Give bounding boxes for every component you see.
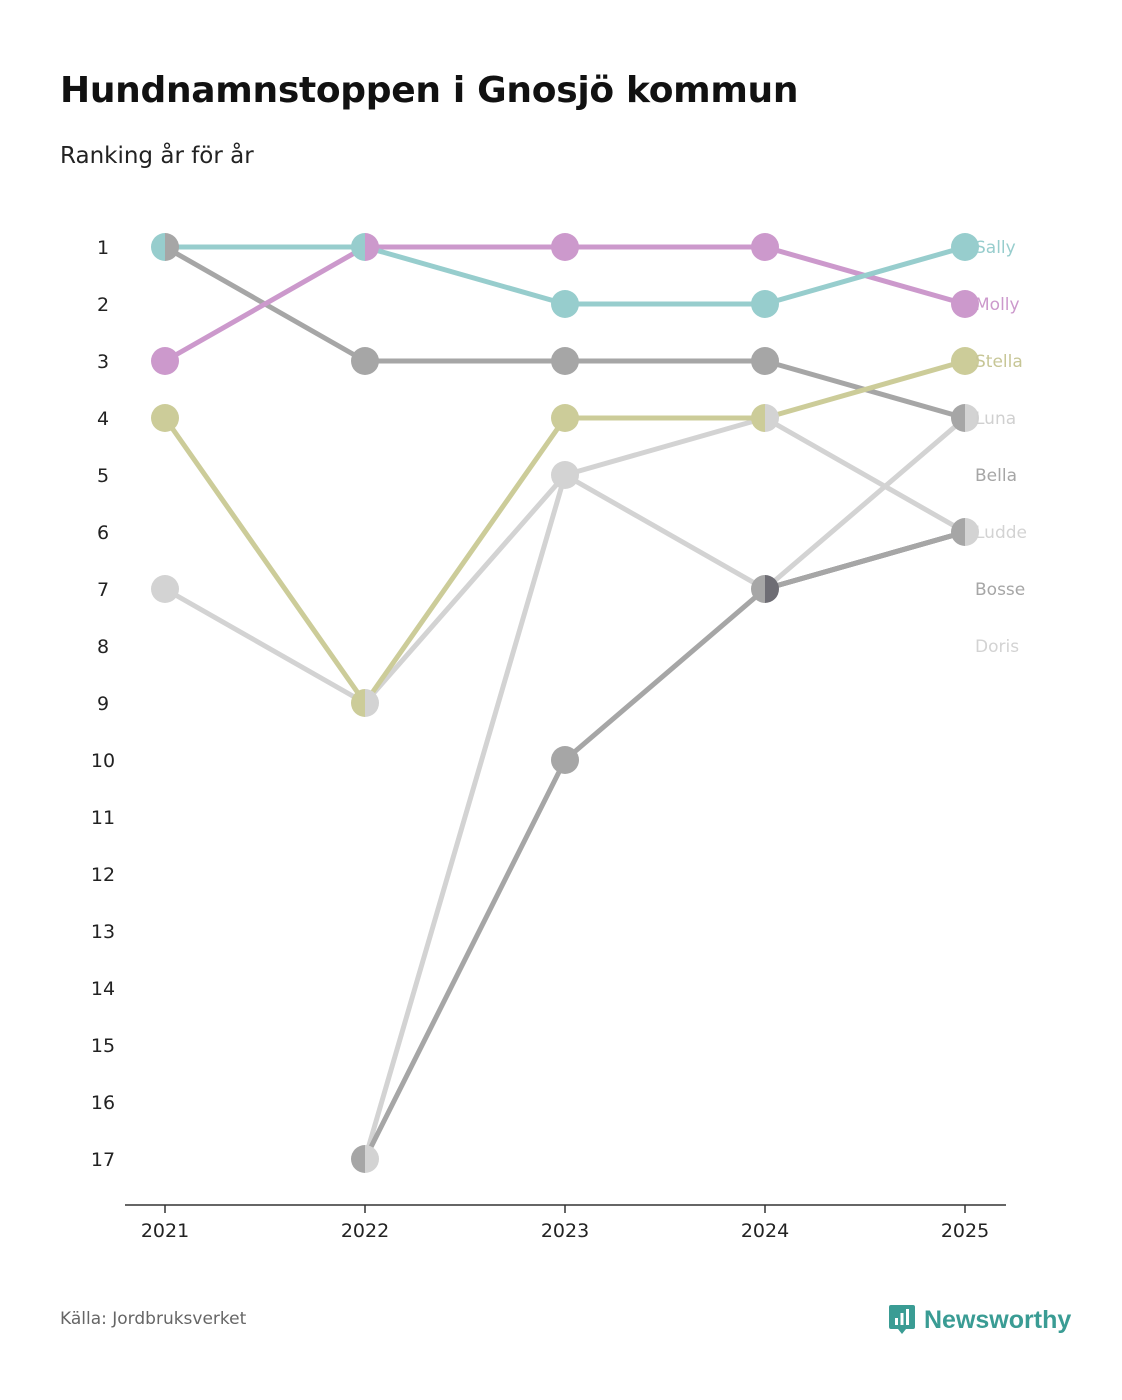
newsworthy-logo-icon bbox=[889, 1305, 915, 1334]
series-dot-luna-2024 bbox=[751, 347, 779, 375]
chart-subtitle: Ranking år för år bbox=[60, 143, 254, 169]
end-label-ludde: Ludde bbox=[975, 523, 1027, 543]
y-tick-label-15: 15 bbox=[91, 1035, 115, 1057]
series-dot-sally-2024 bbox=[751, 290, 779, 318]
series-dots bbox=[151, 233, 979, 1173]
end-label-doris: Doris bbox=[975, 637, 1019, 657]
y-tick-label-16: 16 bbox=[91, 1092, 115, 1114]
x-tick-label-2024: 2024 bbox=[741, 1220, 789, 1242]
y-tick-label-5: 5 bbox=[97, 465, 109, 487]
end-label-stella: Stella bbox=[975, 352, 1023, 372]
series-line-doris bbox=[362, 415, 968, 1162]
y-tick-label-13: 13 bbox=[91, 921, 115, 943]
series-dot-bella-2025 bbox=[951, 518, 965, 546]
series-dot-ludde-2025 bbox=[965, 518, 979, 546]
series-dot-doris-2025 bbox=[965, 404, 979, 432]
series-dot-sally-2022 bbox=[351, 233, 365, 261]
series-line-bella bbox=[362, 529, 968, 1162]
series-dot-sally-2021 bbox=[151, 233, 165, 261]
series-dot-stella-2025 bbox=[951, 347, 979, 375]
series-dot-bella-2024 bbox=[751, 575, 765, 603]
end-label-molly: Molly bbox=[975, 295, 1020, 315]
y-tick-label-4: 4 bbox=[97, 408, 109, 430]
series-line-ludde bbox=[162, 415, 968, 706]
end-label-bella: Bella bbox=[975, 466, 1017, 486]
series-dot-ludde-2021 bbox=[151, 575, 179, 603]
series-dot-bella-2023 bbox=[551, 746, 579, 774]
series-dot-molly-2021 bbox=[151, 347, 179, 375]
y-tick-label-12: 12 bbox=[91, 864, 115, 886]
brand-logo[interactable]: Newsworthy bbox=[888, 1303, 1071, 1337]
series-dot-ludde-2022 bbox=[365, 689, 379, 717]
y-tick-label-1: 1 bbox=[97, 237, 109, 259]
series-dot-molly-2023 bbox=[551, 233, 579, 261]
series-dot-luna-2023 bbox=[551, 347, 579, 375]
series-lines bbox=[162, 244, 968, 1162]
series-dot-sally-2023 bbox=[551, 290, 579, 318]
series-dot-molly-2025 bbox=[951, 290, 979, 318]
series-dot-luna-2021 bbox=[165, 233, 179, 261]
end-label-bosse: Bosse bbox=[975, 580, 1025, 600]
y-tick-label-6: 6 bbox=[97, 522, 109, 544]
y-tick-label-10: 10 bbox=[91, 750, 115, 772]
series-dot-bella-2022 bbox=[351, 1145, 365, 1173]
series-dot-molly-2024 bbox=[751, 233, 779, 261]
end-labels: Sally Molly Stella Luna Bella Ludde Bosse Doris bbox=[975, 238, 1027, 657]
source-note: Källa: Jordbruksverket bbox=[60, 1309, 247, 1329]
series-dot-stella-2023 bbox=[551, 404, 579, 432]
y-tick-label-17: 17 bbox=[91, 1149, 115, 1171]
series-dot-molly-2022 bbox=[365, 233, 379, 261]
series-dot-stella-2022 bbox=[351, 689, 365, 717]
y-tick-label-9: 9 bbox=[97, 693, 109, 715]
y-tick-label-2: 2 bbox=[97, 294, 109, 316]
series-dot-stella-2024 bbox=[751, 404, 765, 432]
y-tick-label-8: 8 bbox=[97, 636, 109, 658]
y-tick-label-14: 14 bbox=[91, 978, 115, 1000]
x-tick-label-2023: 2023 bbox=[541, 1220, 589, 1242]
series-dot-sally-2025 bbox=[951, 233, 979, 261]
y-tick-label-3: 3 bbox=[97, 351, 109, 373]
end-label-sally: Sally bbox=[975, 238, 1016, 258]
x-tick-label-2021: 2021 bbox=[141, 1220, 189, 1242]
brand-name: Newsworthy bbox=[924, 1305, 1072, 1334]
series-dot-doris-2022 bbox=[365, 1145, 379, 1173]
series-dot-ludde-2024 bbox=[765, 404, 779, 432]
series-dot-stella-2021 bbox=[151, 404, 179, 432]
y-tick-label-11: 11 bbox=[91, 807, 115, 829]
end-label-luna: Luna bbox=[975, 409, 1016, 429]
chart-title: Hundnamnstoppen i Gnosjö kommun bbox=[60, 70, 799, 111]
series-dot-bosse-2024 bbox=[765, 575, 779, 603]
x-axis: 2021 2022 2023 2024 2025 bbox=[141, 1205, 989, 1242]
y-tick-label-7: 7 bbox=[97, 579, 109, 601]
series-dot-ludde-2023 bbox=[551, 461, 565, 489]
series-line-luna bbox=[162, 244, 968, 421]
x-tick-label-2022: 2022 bbox=[341, 1220, 389, 1242]
series-dot-luna-2025 bbox=[951, 404, 965, 432]
series-dot-doris-2023 bbox=[565, 461, 579, 489]
x-tick-label-2025: 2025 bbox=[941, 1220, 989, 1242]
series-dot-luna-2022 bbox=[351, 347, 379, 375]
